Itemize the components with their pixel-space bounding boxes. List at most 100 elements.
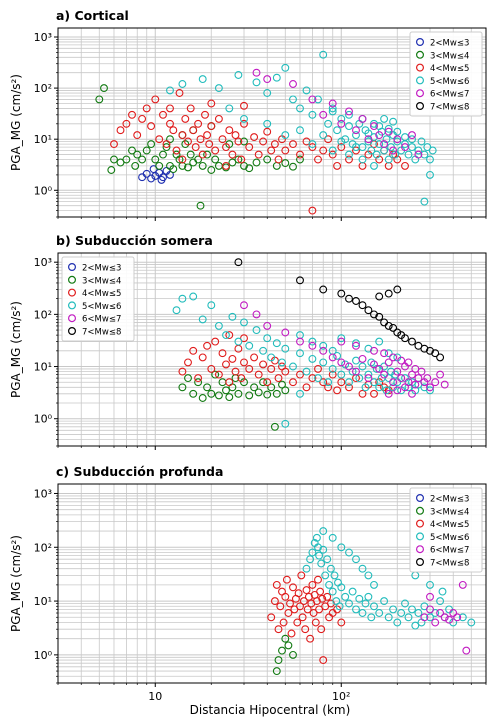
data-point (110, 140, 118, 149)
data-point (436, 609, 445, 617)
data-point (449, 609, 458, 617)
data-point (240, 114, 248, 123)
data-point (341, 592, 350, 601)
data-point (420, 613, 429, 622)
data-point (408, 131, 416, 140)
data-point (358, 301, 367, 310)
data-point (133, 131, 142, 140)
data-point (267, 613, 276, 622)
data-point (345, 378, 353, 387)
data-point (281, 634, 290, 643)
legend-label: 2<Mw≤3 (430, 39, 469, 49)
data-point (240, 161, 248, 170)
data-point (364, 306, 373, 315)
legend-label: 5<Mw≤6 (430, 533, 469, 543)
data-point (324, 378, 333, 387)
data-point (319, 146, 328, 155)
data-point (375, 378, 384, 387)
data-point (263, 378, 272, 387)
data-point (181, 114, 190, 123)
data-point (252, 310, 261, 319)
legend-label: 5<Mw≤6 (82, 302, 121, 312)
data-point (345, 362, 353, 371)
data-point (352, 297, 360, 305)
data-point (211, 146, 220, 155)
data-point (393, 135, 402, 144)
data-point (345, 122, 353, 131)
data-point (272, 389, 281, 398)
data-point (222, 360, 230, 369)
data-point (408, 370, 416, 379)
legend-label: 2<Mw≤3 (430, 495, 469, 505)
data-point (225, 126, 234, 135)
data-point (122, 119, 131, 128)
data-point (328, 370, 337, 379)
legend-label: 4<Mw≤5 (430, 64, 469, 74)
data-point (270, 597, 279, 606)
data-point (162, 140, 171, 149)
data-point (384, 124, 393, 133)
data-point (337, 543, 346, 552)
data-point (375, 292, 384, 301)
data-point (426, 155, 434, 164)
data-point (372, 364, 381, 373)
legend-box (61, 256, 135, 342)
data-point (364, 370, 373, 379)
data-point (245, 143, 254, 152)
legend-marker (67, 263, 76, 272)
data-point (237, 155, 246, 164)
data-point (237, 374, 246, 383)
data-point (467, 618, 476, 627)
data-point (155, 135, 164, 144)
data-point (370, 310, 378, 319)
data-point (337, 289, 346, 298)
data-point (314, 155, 322, 164)
data-point (389, 323, 398, 332)
data-point (267, 353, 276, 362)
data-point (214, 84, 223, 93)
data-point (184, 163, 192, 172)
legend-marker (67, 275, 76, 284)
data-point (384, 389, 393, 398)
data-point (384, 321, 393, 330)
y-tick-label: 10² (34, 308, 52, 321)
data-point (345, 548, 353, 557)
data-point (298, 613, 307, 622)
legend-box (409, 31, 483, 117)
data-point (384, 127, 393, 136)
legend: 2<Mw≤3 3<Mw≤4 4<Mw≤5 5<Mw≤6 6<Mw≤7 7<Mw≤8 (61, 256, 135, 342)
data-point (284, 609, 293, 617)
data-point (438, 587, 447, 596)
data-point (194, 378, 203, 387)
data-point (324, 383, 333, 392)
data-point (414, 150, 423, 159)
data-point (276, 602, 285, 611)
data-point (293, 618, 302, 627)
data-point (355, 374, 364, 383)
data-point (259, 346, 268, 355)
y-axis-label: PGA_MG (cm/s²) (9, 74, 23, 171)
data-point (274, 155, 283, 164)
data-point (211, 370, 220, 379)
data-point (250, 133, 259, 142)
data-point (319, 110, 328, 119)
data-point (128, 146, 136, 155)
data-point (272, 339, 281, 348)
y-tick-label: 10¹ (34, 133, 52, 146)
data-point (384, 349, 393, 358)
data-point (352, 143, 360, 152)
legend-marker (416, 519, 425, 528)
data-point (370, 360, 378, 369)
plot-frame (57, 27, 487, 218)
data-point (370, 378, 378, 387)
data-point (411, 364, 420, 373)
data-point (352, 126, 360, 135)
data-point (234, 258, 243, 267)
legend-marker (67, 327, 76, 336)
data-point (364, 592, 373, 601)
data-point (267, 146, 276, 155)
data-point (263, 321, 272, 330)
data-point (315, 551, 324, 560)
data-point (301, 625, 310, 634)
data-point (110, 155, 118, 164)
